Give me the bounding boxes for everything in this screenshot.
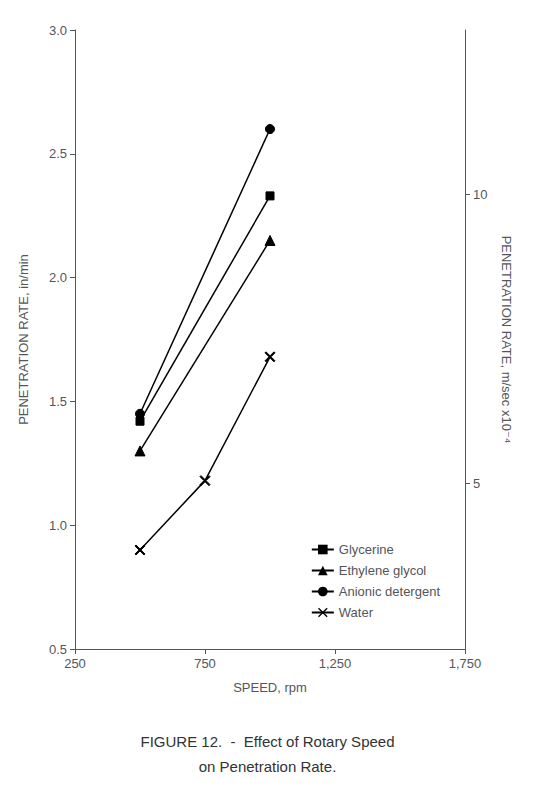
svg-text:1,750: 1,750: [449, 656, 482, 671]
svg-text:2.0: 2.0: [49, 270, 67, 285]
svg-text:PENETRATION RATE, m/sec x10⁻⁴: PENETRATION RATE, m/sec x10⁻⁴: [499, 236, 514, 444]
svg-text:1.0: 1.0: [49, 518, 67, 533]
svg-text:3.0: 3.0: [49, 23, 67, 38]
svg-text:2.5: 2.5: [49, 146, 67, 161]
svg-text:on Penetration Rate.: on Penetration Rate.: [199, 758, 337, 775]
svg-text:0.5: 0.5: [49, 642, 67, 657]
svg-text:Glycerine: Glycerine: [339, 542, 394, 557]
svg-text:Anionic detergent: Anionic detergent: [339, 584, 441, 599]
svg-text:250: 250: [64, 656, 86, 671]
svg-text:SPEED, rpm: SPEED, rpm: [233, 680, 307, 695]
svg-text:5: 5: [473, 476, 480, 491]
svg-text:1,250: 1,250: [319, 656, 352, 671]
svg-text:750: 750: [194, 656, 216, 671]
svg-text:Water: Water: [339, 605, 374, 620]
svg-text:1.5: 1.5: [49, 394, 67, 409]
svg-text:FIGURE 12. - Effect of Rotar: FIGURE 12. - Effect of Rotary Speed: [141, 733, 395, 750]
svg-text:PENETRATION RATE, in/min: PENETRATION RATE, in/min: [16, 254, 31, 425]
svg-text:Ethylene glycol: Ethylene glycol: [339, 563, 427, 578]
svg-text:10: 10: [473, 187, 487, 202]
